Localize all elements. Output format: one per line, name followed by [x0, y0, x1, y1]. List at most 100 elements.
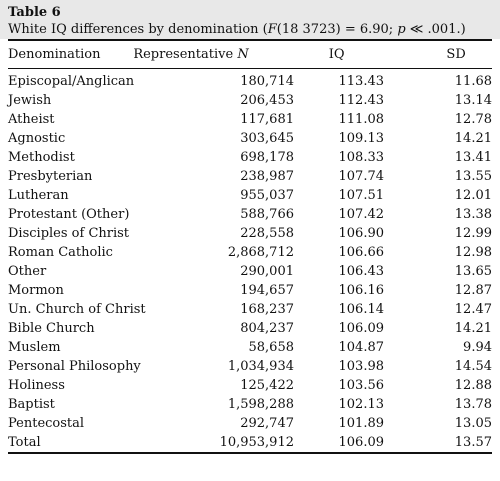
cell-iq: 112.43: [338, 93, 385, 108]
cell-iq: 101.89: [338, 416, 385, 431]
cell-representative-n: 698,178: [240, 150, 294, 165]
cell-sd: 13.14: [454, 93, 492, 108]
cell-sd: 12.78: [454, 112, 492, 127]
cell-representative-n: 168,237: [240, 302, 294, 317]
cell-denomination: Personal Philosophy: [8, 359, 141, 374]
cell-iq: 109.13: [338, 131, 385, 146]
cell-denomination: Holiness: [8, 378, 65, 393]
cell-denomination: Un. Church of Christ: [8, 302, 146, 317]
cell-sd: 13.55: [454, 169, 492, 184]
cell-sd: 13.38: [454, 207, 492, 222]
cell-representative-n: 588,766: [240, 207, 294, 222]
cell-denomination: Agnostic: [8, 131, 66, 146]
table-caption: White IQ differences by denomination (F(…: [8, 22, 492, 37]
cell-denomination: Protestant (Other): [8, 207, 130, 222]
cell-representative-n: 303,645: [240, 131, 294, 146]
cell-sd: 14.21: [454, 321, 492, 336]
cell-sd: 13.57: [454, 435, 492, 450]
header-n-prefix: Representative: [133, 47, 238, 62]
cell-denomination: Roman Catholic: [8, 245, 113, 260]
cell-representative-n: 117,681: [240, 112, 294, 127]
cell-iq: 113.43: [338, 74, 385, 89]
cell-iq: 106.16: [338, 283, 385, 298]
caption-suffix: ≪ .001.): [405, 22, 466, 37]
bottom-rule: [8, 452, 492, 454]
cell-denomination: Mormon: [8, 283, 64, 298]
cell-iq: 106.66: [338, 245, 385, 260]
cell-representative-n: 125,422: [240, 378, 294, 393]
cell-iq: 108.33: [338, 150, 385, 165]
table-row: Holiness 125,422 103.56 12.88: [8, 376, 492, 395]
cell-sd: 14.21: [454, 131, 492, 146]
table-row: Presbyterian 238,987 107.74 13.55: [8, 167, 492, 186]
header-row: Denomination Representative N IQ SD: [8, 41, 492, 68]
cell-iq: 106.43: [338, 264, 385, 279]
caption-prefix: White IQ differences by denomination (: [8, 22, 268, 37]
table-title-block: Table 6 White IQ differences by denomina…: [0, 0, 500, 39]
cell-representative-n: 2,868,712: [227, 245, 294, 260]
cell-representative-n: 180,714: [240, 74, 294, 89]
cell-denomination: Episcopal/Anglican: [8, 74, 135, 89]
cell-iq: 106.09: [338, 321, 385, 336]
header-n-var: N: [237, 47, 249, 62]
denomination-table-body: Episcopal/Anglican 180,714 113.43 11.68 Jewi…: [8, 69, 492, 452]
table-row: Lutheran 955,037 107.51 12.01: [8, 186, 492, 205]
table-row: Pentecostal 292,747 101.89 13.05: [8, 414, 492, 433]
table-row: Bible Church 804,237 106.09 14.21: [8, 319, 492, 338]
caption-p-symbol: p: [397, 22, 406, 37]
cell-denomination: Baptist: [8, 397, 55, 412]
cell-representative-n: 206,453: [240, 93, 294, 108]
table-row: Un. Church of Christ 168,237 106.14 12.47: [8, 300, 492, 319]
cell-iq: 107.74: [338, 169, 385, 184]
cell-iq: 106.09: [338, 435, 385, 450]
cell-representative-n: 1,598,288: [227, 397, 294, 412]
cell-representative-n: 58,658: [248, 340, 295, 355]
cell-denomination: Pentecostal: [8, 416, 85, 431]
table-row: Methodist 698,178 108.33 13.41: [8, 148, 492, 167]
cell-denomination: Bible Church: [8, 321, 95, 336]
cell-denomination: Disciples of Christ: [8, 226, 130, 241]
cell-representative-n: 194,657: [240, 283, 294, 298]
cell-representative-n: 290,001: [240, 264, 294, 279]
cell-iq: 107.42: [338, 207, 385, 222]
cell-representative-n: 292,747: [240, 416, 294, 431]
cell-denomination: Presbyterian: [8, 169, 93, 184]
cell-representative-n: 1,034,934: [227, 359, 294, 374]
cell-sd: 13.65: [454, 264, 492, 279]
table-row: Baptist 1,598,288 102.13 13.78: [8, 395, 492, 414]
header-denomination: Denomination: [8, 47, 101, 62]
cell-iq: 102.13: [338, 397, 385, 412]
cell-denomination: Muslem: [8, 340, 61, 355]
header-representative-n: Representative N: [129, 41, 248, 68]
cell-iq: 111.08: [338, 112, 385, 127]
table-row: Total 10,953,912 106.09 13.57: [8, 433, 492, 452]
cell-sd: 13.41: [454, 150, 492, 165]
cell-sd: 9.94: [463, 340, 492, 355]
cell-sd: 13.78: [454, 397, 492, 412]
table-row: Personal Philosophy 1,034,934 103.98 14.54: [8, 357, 492, 376]
cell-sd: 11.68: [454, 74, 492, 89]
cell-iq: 104.87: [338, 340, 385, 355]
cell-sd: 12.88: [454, 378, 492, 393]
table-row: Episcopal/Anglican 180,714 113.43 11.68: [8, 69, 492, 91]
table-row: Roman Catholic 2,868,712 106.66 12.98: [8, 243, 492, 262]
top-rule: [8, 39, 492, 41]
cell-denomination: Total: [8, 435, 41, 450]
cell-iq: 106.90: [338, 226, 385, 241]
cell-sd: 12.99: [454, 226, 492, 241]
cell-sd: 12.01: [454, 188, 492, 203]
cell-denomination: Other: [8, 264, 47, 279]
cell-iq: 103.56: [338, 378, 385, 393]
table-row: Agnostic 303,645 109.13 14.21: [8, 129, 492, 148]
table-row: Mormon 194,657 106.16 12.87: [8, 281, 492, 300]
cell-representative-n: 10,953,912: [219, 435, 294, 450]
header-iq: IQ: [328, 47, 345, 62]
cell-iq: 106.14: [338, 302, 385, 317]
denomination-table: Denomination Representative N IQ SD: [8, 41, 492, 68]
table-row: Muslem 58,658 104.87 9.94: [8, 338, 492, 357]
cell-denomination: Jewish: [8, 93, 52, 108]
cell-representative-n: 804,237: [240, 321, 294, 336]
header-rule: [8, 68, 492, 69]
table-row: Disciples of Christ 228,558 106.90 12.99: [8, 224, 492, 243]
